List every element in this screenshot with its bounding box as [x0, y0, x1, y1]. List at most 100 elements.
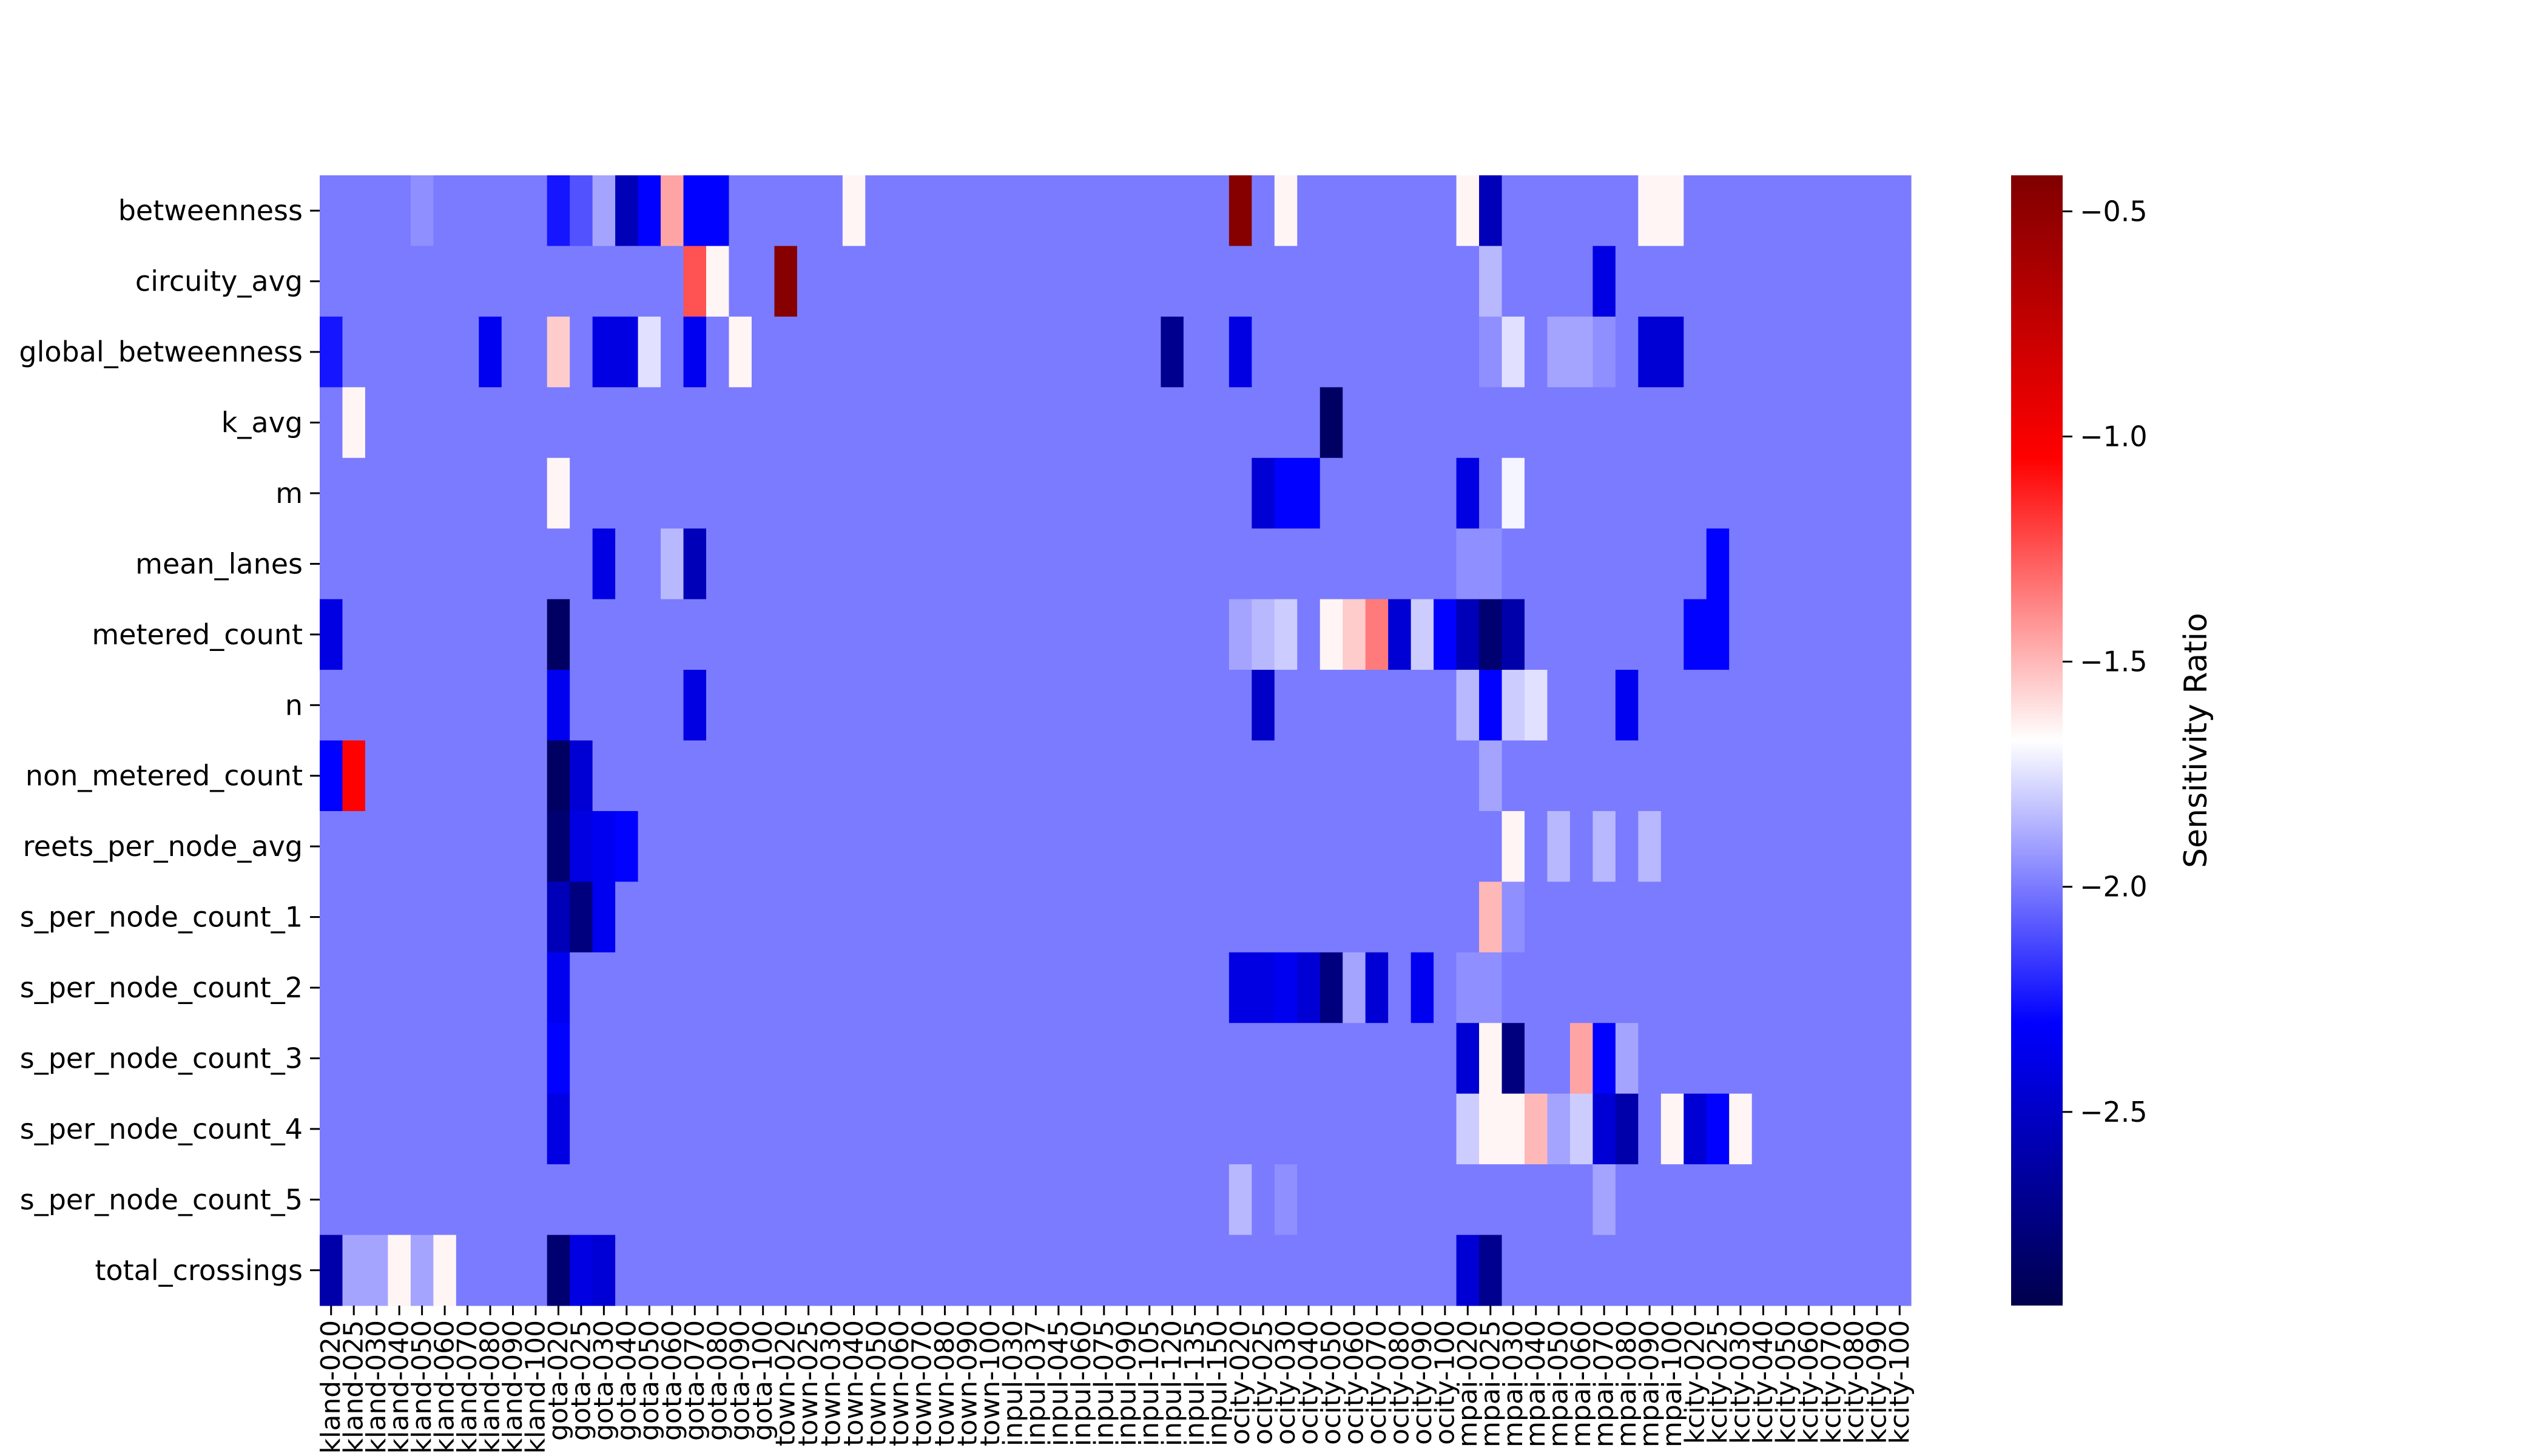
heatmap-cell [1297, 1093, 1321, 1165]
heatmap-cell [774, 1023, 798, 1094]
heatmap-cell [365, 599, 389, 670]
heatmap-cell [615, 387, 639, 459]
heatmap-cell [320, 670, 343, 741]
heatmap-cell [1343, 881, 1366, 953]
heatmap-cell [1751, 952, 1775, 1023]
heatmap-cell [1070, 316, 1093, 388]
heatmap-cell [1684, 811, 1707, 882]
column-label: gota-030 [588, 1320, 619, 1441]
heatmap-cell [1774, 387, 1798, 459]
heatmap-cell [956, 1235, 980, 1306]
heatmap-cell [1866, 1235, 1889, 1306]
heatmap-cell [1183, 740, 1207, 812]
heatmap-cell [979, 246, 1002, 317]
heatmap-cell [1774, 1164, 1798, 1236]
row-label: s_per_node_count_3 [20, 1042, 303, 1074]
heatmap-cell [1547, 1235, 1571, 1306]
heatmap-cell [342, 599, 366, 670]
heatmap-cell [1842, 528, 1866, 600]
heatmap-cell [638, 1093, 661, 1165]
heatmap-cell [842, 387, 866, 459]
column-label: kland-020 [315, 1320, 346, 1454]
heatmap-cell [683, 175, 707, 247]
heatmap-cell [342, 952, 366, 1023]
heatmap-cell [1274, 387, 1298, 459]
heatmap-cell [820, 881, 843, 953]
heatmap-cell [388, 670, 411, 741]
heatmap-cell [524, 1164, 548, 1236]
heatmap-cell [979, 740, 1002, 812]
heatmap-cell [842, 1235, 866, 1306]
heatmap-cell [797, 1164, 820, 1236]
heatmap-cell [388, 457, 411, 529]
heatmap-cell [1115, 175, 1139, 247]
heatmap-cell [615, 952, 639, 1023]
heatmap-cell [1070, 246, 1093, 317]
heatmap-cell [410, 670, 434, 741]
heatmap-cell [570, 599, 593, 670]
heatmap-cell [1138, 1164, 1162, 1236]
heatmap-cell [1024, 457, 1048, 529]
heatmap-cell [1206, 1235, 1230, 1306]
heatmap-cell [1842, 1164, 1866, 1236]
column-label: mpai-060 [1566, 1320, 1597, 1448]
heatmap-cell [1093, 175, 1116, 247]
heatmap-cell [1183, 952, 1207, 1023]
heatmap-cell [365, 1235, 389, 1306]
heatmap-cell [1002, 740, 1025, 812]
heatmap-cell [1660, 1164, 1684, 1236]
heatmap-cell [1228, 387, 1252, 459]
heatmap-cell [1706, 599, 1730, 670]
heatmap-cell [1070, 952, 1093, 1023]
heatmap-cell [638, 1023, 661, 1094]
heatmap-cell [1388, 175, 1412, 247]
heatmap-cell [933, 1235, 957, 1306]
heatmap-cell [797, 1235, 820, 1306]
heatmap-cell [1774, 457, 1798, 529]
heatmap-cell [1161, 528, 1184, 600]
heatmap-cell [592, 599, 616, 670]
heatmap-cell [1774, 952, 1798, 1023]
heatmap-cell [1660, 1023, 1684, 1094]
heatmap-cell [547, 740, 570, 812]
heatmap-cell [751, 316, 775, 388]
heatmap-cell [1684, 1023, 1707, 1094]
heatmap-cell [911, 528, 934, 600]
heatmap-cell [751, 670, 775, 741]
heatmap-cell [1252, 670, 1275, 741]
heatmap-cell [570, 387, 593, 459]
heatmap-cell [320, 316, 343, 388]
heatmap-cell [1729, 1164, 1753, 1236]
heatmap-cell [865, 1023, 889, 1094]
heatmap-cell [751, 952, 775, 1023]
heatmap-cell [1274, 952, 1298, 1023]
column-label: kcity-040 [1748, 1320, 1779, 1444]
heatmap-cell [820, 1235, 843, 1306]
heatmap-cell [479, 528, 502, 600]
heatmap-cell [1252, 316, 1275, 388]
heatmap-cell [1343, 1023, 1366, 1094]
heatmap-cell [524, 740, 548, 812]
heatmap-cell [592, 528, 616, 600]
column-label: town-040 [838, 1320, 869, 1446]
heatmap-cell [1024, 740, 1048, 812]
heatmap-cell [1888, 457, 1912, 529]
heatmap-cell [1115, 457, 1139, 529]
heatmap-cell [797, 1093, 820, 1165]
heatmap-cell [1751, 740, 1775, 812]
heatmap-cell [501, 1023, 525, 1094]
heatmap-cell [1297, 670, 1321, 741]
heatmap-cell [729, 246, 752, 317]
heatmap-cell [1388, 316, 1412, 388]
heatmap-cell [410, 952, 434, 1023]
heatmap-cell [1183, 457, 1207, 529]
heatmap-cell [1524, 1093, 1548, 1165]
heatmap-cell [1797, 528, 1821, 600]
heatmap-cell [1820, 528, 1844, 600]
heatmap-cell [570, 952, 593, 1023]
heatmap-cell [1660, 1093, 1684, 1165]
heatmap-cell [706, 1093, 730, 1165]
heatmap-cell [979, 881, 1002, 953]
heatmap-cell [1524, 316, 1548, 388]
heatmap-cell [1274, 740, 1298, 812]
